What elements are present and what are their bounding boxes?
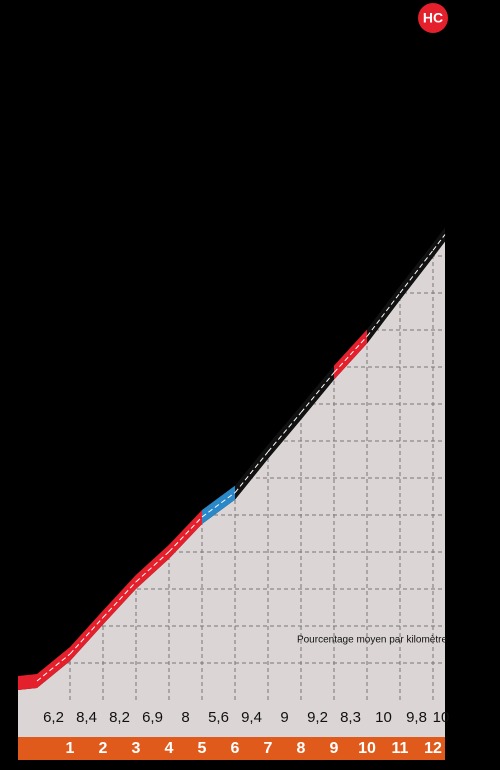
gradient-label: 5,6 xyxy=(208,709,229,726)
badge-circle xyxy=(418,3,448,33)
km-label: 9 xyxy=(330,740,339,757)
gradient-label: 10 xyxy=(375,709,392,726)
km-label: 11 xyxy=(392,740,409,757)
km-band xyxy=(18,737,445,760)
gradient-segment xyxy=(37,647,70,688)
km-label: 6 xyxy=(231,740,240,757)
segment-dash xyxy=(36,653,71,682)
gradient-label: 9,8 xyxy=(406,709,427,726)
gradient-label: 9,4 xyxy=(241,709,262,726)
km-label: 5 xyxy=(198,740,207,757)
segment-dash xyxy=(399,250,434,294)
km-label: 10 xyxy=(358,740,376,757)
gradient-label: 8,4 xyxy=(76,709,97,726)
km-label: 1 xyxy=(66,740,75,757)
segment-dash xyxy=(366,292,401,337)
km-label: 3 xyxy=(132,740,141,757)
gradient-segment xyxy=(136,544,169,589)
caption: Pourcentage moyen par kilomètre xyxy=(297,635,448,646)
gradient-row xyxy=(18,700,445,737)
km-label: 4 xyxy=(165,740,174,757)
km-label: 7 xyxy=(264,740,273,757)
segment-dash xyxy=(300,372,335,413)
gradient-label: 8,3 xyxy=(340,709,361,726)
profile-area xyxy=(18,241,445,701)
segment-dash xyxy=(333,336,368,373)
band-start xyxy=(18,674,37,690)
gradient-label: 9 xyxy=(280,709,288,726)
gradient-label: 6,2 xyxy=(43,709,64,726)
segment-dash xyxy=(201,492,236,518)
km-label: 2 xyxy=(99,740,108,757)
segment-dash xyxy=(102,581,137,618)
badge: HC xyxy=(423,10,443,26)
gradient-label: 8 xyxy=(181,709,189,726)
segment-dash xyxy=(267,412,302,453)
segment-dash xyxy=(69,617,104,655)
gradient-segment xyxy=(169,510,202,559)
gradient-label: 8,2 xyxy=(109,709,130,726)
km-label: 12 xyxy=(424,740,442,757)
km-label: 8 xyxy=(297,740,306,757)
segment-dash xyxy=(234,451,269,493)
gradient-label: 6,9 xyxy=(142,709,163,726)
gradient-label: 10 xyxy=(433,709,450,726)
gradient-label: 9,2 xyxy=(307,709,328,726)
segment-dash xyxy=(432,234,446,251)
